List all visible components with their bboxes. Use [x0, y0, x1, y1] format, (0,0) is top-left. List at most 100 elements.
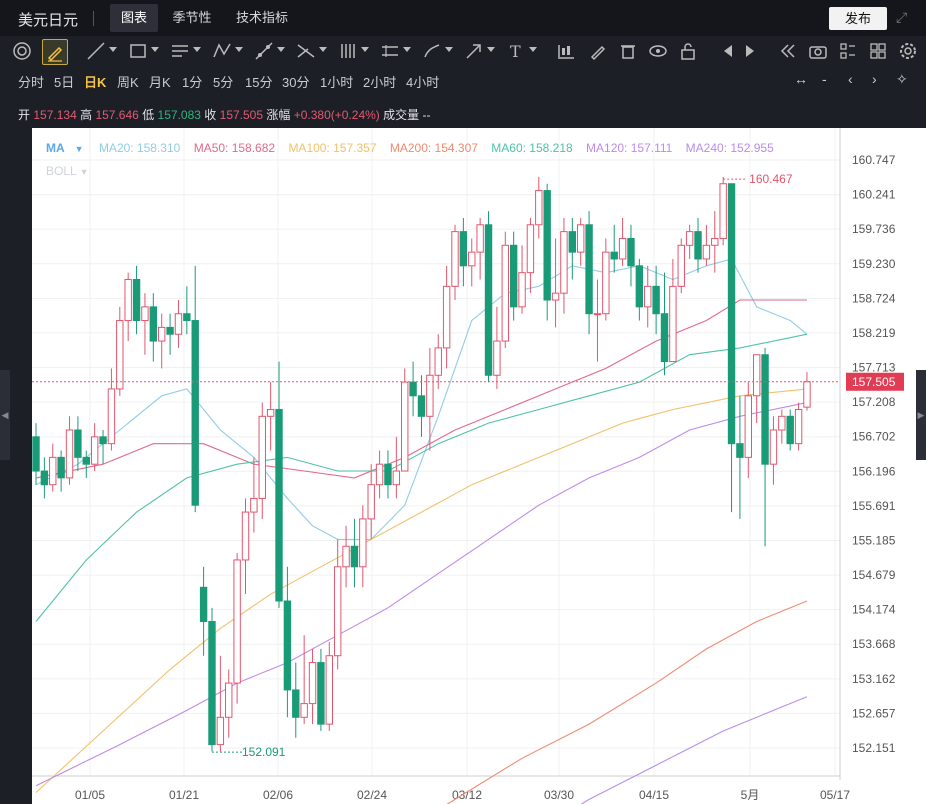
- tab-chart[interactable]: 图表: [110, 4, 158, 32]
- brush-icon[interactable]: [420, 39, 453, 63]
- y-tick-label: 157.208: [852, 395, 896, 409]
- change-value: +0.380(+0.24%): [293, 108, 380, 122]
- candle-down: [132, 279, 141, 322]
- scroll-left-icon[interactable]: ‹: [848, 71, 853, 87]
- fib-icon[interactable]: [252, 39, 285, 63]
- bars-icon[interactable]: [336, 39, 369, 63]
- candle-up: [434, 347, 442, 376]
- y-tick-label: 154.174: [852, 603, 896, 617]
- candle-up: [577, 224, 585, 253]
- publish-button[interactable]: 发布: [829, 7, 887, 30]
- candle-down: [568, 231, 577, 253]
- arrow-icon[interactable]: [462, 39, 495, 63]
- pattern-icon[interactable]: [210, 39, 243, 63]
- boll-label[interactable]: BOLL: [46, 164, 77, 178]
- candle-down: [585, 224, 593, 315]
- period-weekly[interactable]: 周K: [117, 75, 139, 90]
- layout-icon[interactable]: [866, 39, 890, 63]
- candle-down: [417, 395, 426, 417]
- tab-seasonality[interactable]: 季节性: [172, 10, 212, 25]
- candle-down: [736, 443, 744, 458]
- grid-list-icon[interactable]: [836, 39, 860, 63]
- candle-up: [342, 545, 350, 568]
- circle-tool-icon[interactable]: [10, 39, 34, 63]
- candle-up: [685, 231, 694, 246]
- candle-up: [778, 415, 786, 431]
- candle-down: [509, 244, 518, 308]
- play-right-icon[interactable]: [738, 39, 762, 63]
- candle-up: [644, 285, 652, 308]
- period-15min[interactable]: 15分: [245, 75, 273, 90]
- candle-down: [183, 313, 191, 322]
- candle-down: [166, 326, 174, 335]
- scroll-right-icon[interactable]: ›: [872, 71, 877, 87]
- play-left-icon[interactable]: [716, 39, 740, 63]
- settings-icon[interactable]: [896, 39, 920, 63]
- candle-up: [794, 408, 803, 445]
- chart-area[interactable]: 160.747 160.241 159.736 159.230 158.724 158.2…: [32, 128, 926, 804]
- candle-up: [560, 231, 568, 294]
- ohlc-icon[interactable]: [554, 39, 578, 63]
- pencil-icon[interactable]: [42, 39, 68, 65]
- rectangle-icon[interactable]: [126, 39, 159, 63]
- candle-up: [90, 436, 99, 465]
- period-1hour[interactable]: 1小时: [320, 75, 354, 90]
- trash-icon[interactable]: [616, 39, 640, 63]
- open-value: 157.134: [33, 108, 77, 122]
- rewind-icon[interactable]: [776, 39, 800, 63]
- ruler-icon[interactable]: [378, 39, 411, 63]
- zoom-out-icon[interactable]: -: [822, 71, 827, 87]
- crosshair-icon[interactable]: ✧: [896, 71, 908, 87]
- period-5min[interactable]: 5分: [213, 75, 234, 90]
- expand-icon[interactable]: ⤢: [896, 9, 908, 25]
- candle-up: [744, 395, 752, 458]
- period-30min[interactable]: 30分: [282, 75, 310, 90]
- period-daily[interactable]: 日K: [84, 75, 107, 90]
- ma-label[interactable]: MA: [46, 141, 65, 155]
- candlestick-chart[interactable]: 160.747 160.241 159.736 159.230 158.724 158.2…: [32, 128, 926, 804]
- period-1min[interactable]: 1分: [182, 75, 203, 90]
- candle-down: [635, 265, 644, 308]
- candle-up: [158, 326, 166, 342]
- period-5day[interactable]: 5日: [54, 75, 75, 90]
- candle-up: [451, 231, 459, 287]
- period-monthly[interactable]: 月K: [149, 75, 171, 90]
- period-minute[interactable]: 分时: [18, 75, 45, 90]
- boll-dropdown-icon[interactable]: ▼: [79, 167, 89, 177]
- candle-up: [493, 340, 501, 376]
- candle-up: [392, 470, 401, 486]
- legend-ma120: MA120: 157.111: [586, 141, 673, 155]
- period-4hour[interactable]: 4小时: [406, 75, 440, 90]
- legend-ma50: MA50: 158.682: [193, 141, 276, 155]
- last-price-tag: [846, 372, 904, 391]
- text-icon[interactable]: T: [504, 39, 537, 63]
- fit-width-icon[interactable]: ↔: [794, 71, 808, 87]
- candle-up: [719, 183, 727, 239]
- y-tick-label: 153.668: [852, 637, 896, 651]
- legend-ma20: MA20: 158.310: [98, 141, 181, 155]
- candle-up: [476, 224, 484, 253]
- channel-icon[interactable]: [168, 39, 201, 63]
- x-tick-label: 03/30: [544, 788, 574, 802]
- lock-icon[interactable]: [676, 39, 700, 63]
- ma-dropdown-icon[interactable]: ▼: [74, 144, 84, 154]
- line-icon[interactable]: [84, 39, 117, 63]
- title-bar: 美元日元 图表 季节性 技术指标 发布 ⤢: [0, 0, 926, 36]
- candle-up: [116, 320, 124, 390]
- tab-indicators[interactable]: 技术指标: [235, 10, 288, 25]
- candle-up: [752, 354, 761, 397]
- candle-up: [401, 381, 409, 472]
- edit-icon[interactable]: [586, 39, 610, 63]
- camera-icon[interactable]: [806, 39, 830, 63]
- eye-icon[interactable]: [646, 39, 670, 63]
- right-panel-handle[interactable]: ▶: [916, 370, 926, 460]
- candle-down: [99, 436, 107, 445]
- period-2hour[interactable]: 2小时: [363, 75, 397, 90]
- left-panel-handle[interactable]: ◀: [0, 370, 10, 460]
- ma-line-ma50: [35, 299, 807, 479]
- projection-icon[interactable]: [294, 39, 327, 63]
- candle-down: [275, 408, 283, 602]
- candle-down: [82, 456, 90, 465]
- period-selector: 分时 5日 日K 周K 月K 1分 5分 15分 30分 1小时 2小时 4小时…: [0, 66, 926, 96]
- ma-line-ma100: [35, 388, 808, 793]
